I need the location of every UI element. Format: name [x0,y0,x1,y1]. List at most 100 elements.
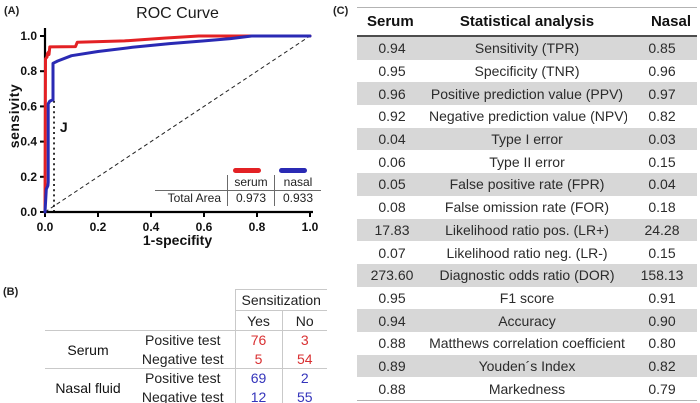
nasal-stat-value: 0.97 [627,82,697,106]
nasal-stat-value: 0.96 [648,63,676,80]
serum-stat-value: 0.96 [357,82,427,106]
stat-row: 0.88 Markedness 0.79 [357,377,697,400]
nasal-stat-value: 0.04 [627,173,697,196]
stat-metric-name: Type I error [427,127,627,151]
no-column-header: No [281,310,327,331]
serum-stat-value: 0.89 [357,354,427,378]
stat-metric-name: Accuracy [427,309,627,332]
y-tick-label: 0.2 [20,170,37,184]
serum-stat-value: 17.83 [357,218,427,242]
stat-metric-name: Type II error [489,153,565,170]
stat-metric-name: Youden´s Index [427,354,627,378]
panel-c-label: (C) [333,5,349,17]
statistical-analysis-header: Statistical analysis [427,7,627,37]
x-tick-label: 1.0 [302,220,319,234]
nasal-positive-row: Nasal fluid Positive test 69 2 [45,368,327,403]
serum-stat-value: 0.06 [378,153,406,170]
stat-metric-name: Diagnostic odds ratio (DOR) [427,263,627,287]
sensitization-header: Sensitization [234,289,327,311]
nasal-stat-value: 0.85 [627,36,697,60]
y-tick-label: 0.4 [20,135,37,149]
nasal-total-area: 0.933 [274,190,321,206]
stat-metric-name: Positive prediction value (PPV) [427,82,627,106]
yes-column-header: Yes [234,310,282,331]
stat-row: 0.08 False omission rate (FOR) 0.18 [357,196,697,219]
serum-positive-row: Serum Positive test 76 3 [45,330,327,358]
roc-chart-title: ROC Curve [136,5,219,22]
stat-row: 0.05 False positive rate (FPR) 0.04 [357,173,697,196]
serum-stat-value: 0.95 [378,289,406,306]
serum-total-area: 0.973 [227,190,275,206]
y-tick-label: 0.6 [20,99,37,113]
serum-stat-value: 0.04 [357,127,427,151]
x-tick-label: 0.4 [143,220,160,234]
serum-negative-yes: 5 [234,349,282,369]
nasal-column-header: Nasal [627,7,697,37]
empty-cell [45,290,235,311]
test-label: Positive test [145,332,221,349]
total-area-label: Total Area [155,190,228,206]
serum-stat-value: 0.88 [378,335,406,352]
panel-a-label: (A) [4,5,20,17]
serum-stat-value: 0.94 [357,36,427,60]
nasal-stat-value: 0.91 [648,289,676,306]
stat-row: 0.04 Type I error 0.03 [357,127,697,151]
nasal-stat-value: 0.15 [648,244,676,261]
nasal-stat-value: 0.80 [648,335,676,352]
stat-row: 0.94 Accuracy 0.90 [357,309,697,332]
roc-plot: 0.0 0.2 0.4 0.6 0.8 1.0 0.0 0.2 0.4 0.6 0.8 1.0 J [20,28,319,234]
nasal-line-swatch [279,168,307,173]
panel-b-label: (B) [3,286,19,298]
y-tick-label: 1.0 [20,29,37,43]
nasal-stat-value: 158.13 [627,263,697,287]
x-tick-label: 0.2 [90,220,107,234]
stat-row: 0.88 Matthews correlation coefficient 0.80 [357,332,697,355]
nasal-stat-value: 0.15 [648,153,676,170]
x-tick-label: 0.0 [37,220,54,234]
x-tick-label: 0.6 [196,220,213,234]
serum-negative-no: 54 [281,349,327,369]
roc-curve-nasal [43,34,312,214]
total-area-table: serum nasal Total Area 0.973 0.933 [155,175,321,206]
confusion-matrix-table: Sensitization Yes No Serum Positive test… [45,289,327,403]
yes-no-header-row: Yes No [45,310,327,331]
nasal-positive-yes: 69 [234,368,282,388]
nasal-negative-no: 55 [281,387,327,403]
legend-header-row: serum nasal [155,175,321,191]
legend-swatches [155,167,321,175]
legend-area-row: Total Area 0.973 0.933 [155,190,321,206]
stat-metric-name: Matthews correlation coefficient [429,335,625,352]
nasal-stat-value: 0.90 [627,309,697,332]
serum-stat-value: 0.92 [378,108,406,125]
stat-row: 0.94 Sensitivity (TPR) 0.85 [357,36,697,60]
serum-line-swatch [233,168,261,173]
y-tick-label: 0.8 [20,64,37,78]
roc-curve-serum [43,34,312,214]
stat-row: 0.07 Likelihood ratio neg. (LR-) 0.15 [357,241,697,264]
stat-metric-name: False omission rate (FOR) [444,199,610,216]
stat-metric-name: Likelihood ratio neg. (LR-) [446,244,608,261]
stat-metric-name: False positive rate (FPR) [427,173,627,196]
stat-metric-name: F1 score [499,289,555,306]
y-tick-label: 0.0 [20,205,37,219]
nasal-group-label: Nasal fluid [45,368,131,403]
serum-stat-value: 0.88 [378,380,406,397]
nasal-stat-value: 0.18 [648,199,676,216]
serum-stat-value: 0.07 [378,244,406,261]
stat-row: 0.89 Youden´s Index 0.82 [357,354,697,378]
stat-metric-name: Negative prediction value (NPV) [429,108,627,125]
roc-x-axis-label: 1-specifity [142,232,213,248]
youden-j-label: J [60,119,68,135]
serum-stat-value: 0.95 [378,63,406,80]
sensitization-header-row: Sensitization [45,289,327,311]
stat-row: 17.83 Likelihood ratio pos. (LR+) 24.28 [357,218,697,242]
stat-row: 0.92 Negative prediction value (NPV) 0.82 [357,105,697,128]
roc-legend: serum nasal Total Area 0.973 0.933 [155,167,321,206]
nasal-stat-value: 0.79 [648,380,676,397]
legend-empty-cell [155,175,228,191]
empty-cell [45,310,235,331]
stat-metric-name: Specificity (TNR) [474,63,580,80]
stats-header-row: Serum Statistical analysis Nasal [357,7,697,37]
x-tick-label: 0.8 [249,220,266,234]
